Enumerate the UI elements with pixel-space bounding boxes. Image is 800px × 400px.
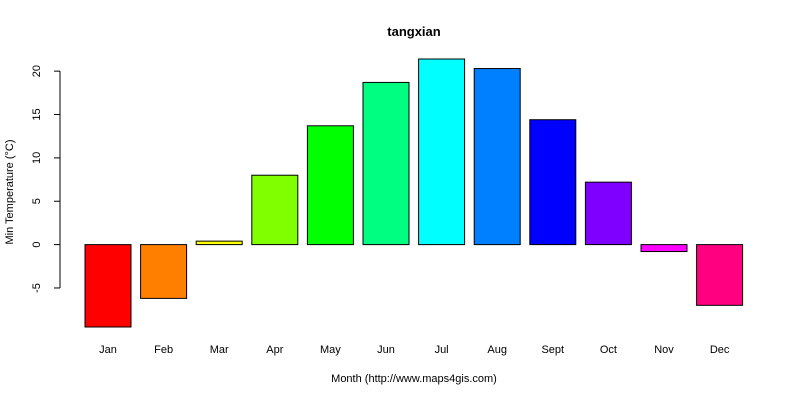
x-axis-labels: Jan Feb Mar Apr May Jun Jul Aug Sept Oct Nov Dec [99,344,730,356]
bar-sept [529,119,577,246]
bar-jun [362,81,410,246]
x-tick-label-jun: Jun [377,344,395,356]
x-tick-label-aug: Aug [487,344,507,356]
x-tick-label-feb: Feb [154,344,173,356]
y-axis-ticks: -5 0 5 10 15 20 [31,65,60,293]
bar-oct [584,181,632,246]
y-axis-title: Min Temperature (°C) [4,139,16,244]
bars-group [84,58,744,328]
bar-mar [195,240,243,246]
y-tick-label: 5 [31,198,43,204]
y-tick-label: 15 [31,108,43,120]
x-tick-label-apr: Apr [266,344,283,356]
y-tick-label: 0 [31,242,43,248]
x-tick-label-oct: Oct [600,344,617,356]
bar-nov [640,244,688,253]
y-tick-label: 10 [31,152,43,164]
bar-apr [251,174,299,246]
bar-jul [418,58,466,246]
y-tick-label: 20 [31,65,43,77]
x-tick-label-jul: Jul [435,344,449,356]
bar-may [306,125,354,246]
x-tick-label-jan: Jan [99,344,117,356]
x-tick-label-sept: Sept [541,344,564,356]
chart-title: tangxian [387,24,441,39]
bar-jan [84,244,132,328]
x-axis-title: Month (http://www.maps4gis.com) [331,373,497,385]
x-tick-label-may: May [320,344,341,356]
y-tick-label: -5 [31,283,43,293]
x-tick-label-dec: Dec [710,344,730,356]
bar-aug [473,68,521,246]
x-tick-label-mar: Mar [210,344,229,356]
x-tick-label-nov: Nov [654,344,674,356]
bar-dec [696,244,744,306]
bar-feb [140,244,188,299]
